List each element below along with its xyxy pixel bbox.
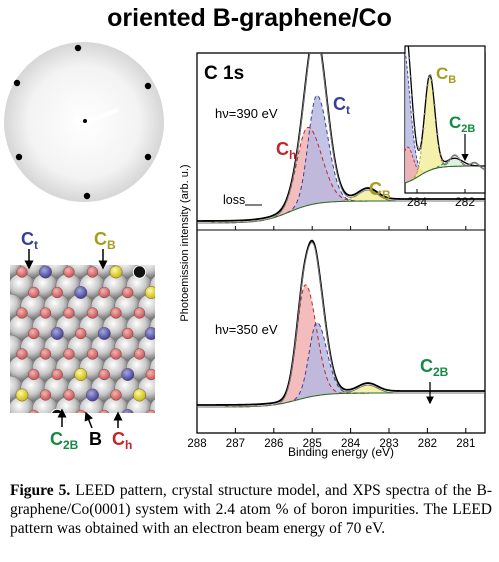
- figure-caption: Figure 5. LEED pattern, crystal structur…: [10, 481, 492, 538]
- x-tick-label: 283: [379, 438, 398, 450]
- peak-label-cb: CB: [369, 179, 391, 202]
- peak-label-ct: Ct: [333, 94, 350, 117]
- structure-label-b: B: [89, 429, 102, 449]
- peak-label-c2b: C2B: [420, 356, 449, 379]
- x-tick-label: 282: [418, 438, 437, 450]
- inset-panel: CB C2B 284 282: [404, 45, 486, 209]
- figure-title: oriented B-graphene/Co: [107, 4, 392, 32]
- inset-label-cb: CB: [436, 64, 456, 86]
- inset-tick-282: 282: [455, 195, 475, 209]
- loss-label: loss: [223, 193, 245, 207]
- bottom-energy-label: hν=350 eV: [215, 322, 278, 337]
- figure-graphic: Ct CB C2B B Ch 288 287 286 285 284 283 282 281 …: [4, 42, 486, 459]
- x-tick-label: 286: [264, 438, 283, 450]
- x-tick-label: 284: [341, 438, 361, 450]
- leed-pattern: [4, 42, 164, 202]
- x-tick-label: 288: [187, 438, 206, 450]
- structure-label-c2b: C2B: [50, 429, 79, 452]
- inset-tick-284: 284: [407, 195, 427, 209]
- inset-label-c2b: C2B: [449, 113, 475, 135]
- panel-label: C 1s: [204, 63, 244, 84]
- structure-label-ch: Ch: [112, 429, 132, 452]
- structure-label-ct: Ct: [21, 229, 38, 252]
- x-tick-label: 285: [303, 438, 322, 450]
- structure-labels: Ct CB C2B B Ch: [21, 229, 132, 452]
- x-tick-label: 281: [456, 438, 475, 450]
- y-axis-label: Photoemission intensity (arb. u.): [179, 164, 191, 321]
- crystal-structure-model: [10, 265, 155, 413]
- x-tick-label: 287: [226, 438, 245, 450]
- caption-text: LEED pattern, crystal structure model, a…: [10, 482, 493, 537]
- peak-label-ch: Ch: [276, 139, 296, 162]
- x-axis-label: Binding energy (eV): [288, 445, 394, 459]
- xps-panel: 288 287 286 285 284 283 282 281 C 1s hν=390 eV …: [179, 45, 486, 459]
- top-energy-label: hν=390 eV: [215, 106, 278, 121]
- structure-label-cb: CB: [94, 229, 116, 252]
- caption-label: Figure 5.: [10, 482, 71, 499]
